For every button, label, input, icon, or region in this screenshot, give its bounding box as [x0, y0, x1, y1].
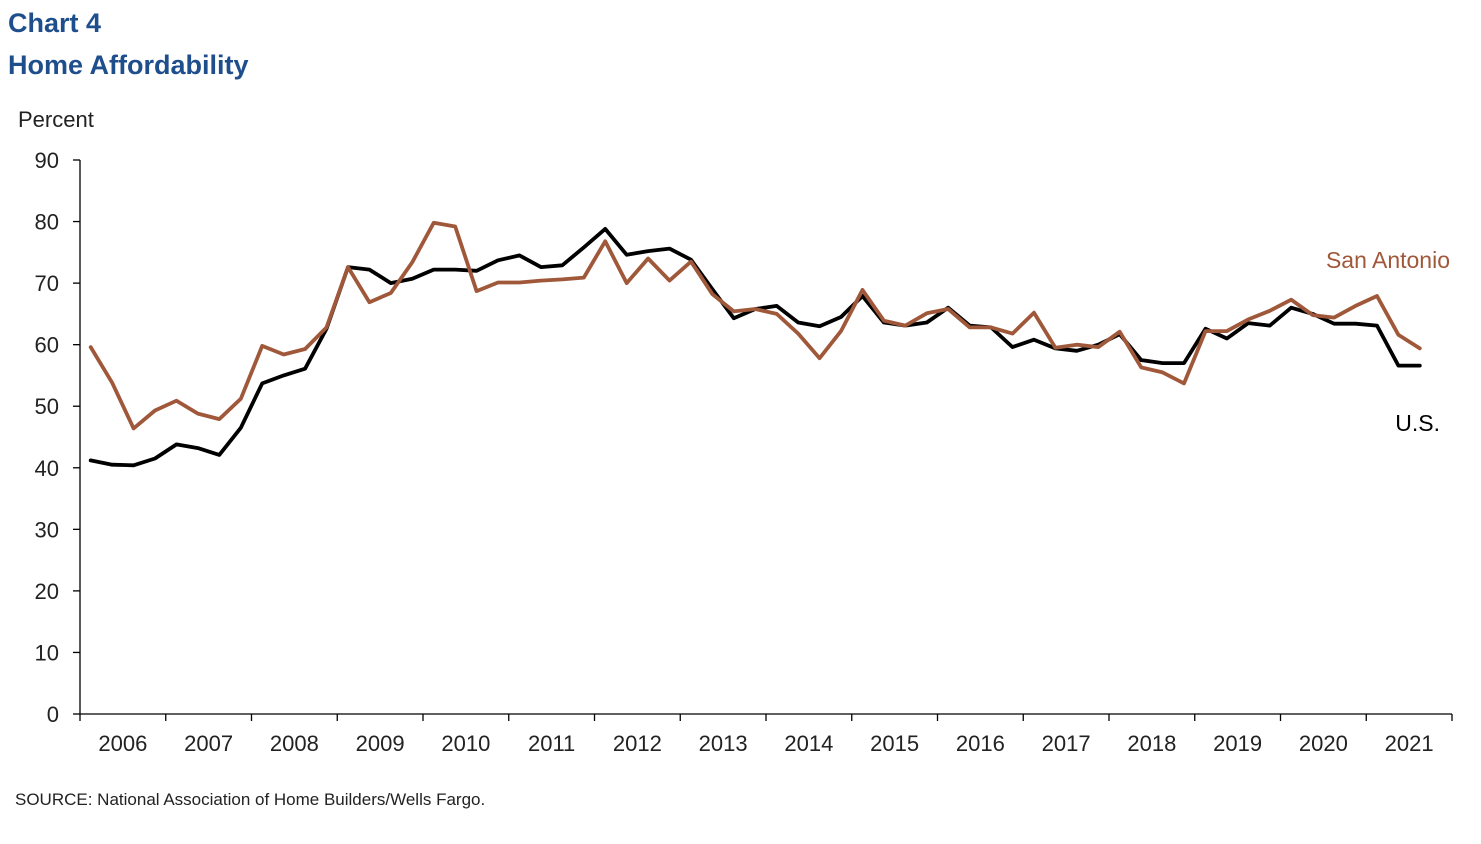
- x-tick-label: 2011: [528, 731, 575, 756]
- chart-title: Home Affordability: [8, 50, 249, 80]
- x-tick-label: 2015: [870, 731, 919, 756]
- y-tick-label: 40: [35, 456, 59, 481]
- x-tick-label: 2012: [613, 731, 662, 756]
- y-tick-label: 70: [35, 271, 59, 296]
- series-labels: San Antonio U.S.: [1326, 247, 1450, 436]
- y-axis-title: Percent: [18, 107, 94, 132]
- y-tick-label: 30: [35, 517, 59, 542]
- y-tick-label: 10: [35, 640, 59, 665]
- source-note: SOURCE: National Association of Home Bui…: [15, 790, 486, 809]
- y-tick-label: 0: [47, 702, 59, 727]
- y-tick-label: 80: [35, 210, 59, 235]
- series-label-san-antonio: San Antonio: [1326, 247, 1450, 273]
- x-tick-label: 2016: [956, 731, 1005, 756]
- x-tick-label: 2009: [356, 731, 405, 756]
- axes: [79, 160, 1452, 715]
- x-tick-label: 2006: [98, 731, 147, 756]
- x-tick-label: 2018: [1127, 731, 1176, 756]
- y-tick-label: 20: [35, 579, 59, 604]
- y-axis-ticks: 0 10 20 30 40 50 60 70 80 90: [35, 148, 80, 727]
- y-tick-label: 60: [35, 333, 59, 358]
- x-tick-label: 2013: [699, 731, 748, 756]
- x-tick-label: 2020: [1299, 731, 1348, 756]
- line-chart: Percent 0 10 20 30 40 50 60 70 80 90 2006 2007 2008…: [18, 107, 1453, 756]
- series-line-u-s: [88, 226, 1422, 468]
- y-tick-label: 50: [35, 394, 59, 419]
- x-tick-label: 2021: [1385, 731, 1434, 756]
- x-tick-label: 2014: [784, 731, 833, 756]
- x-tick-label: 2017: [1042, 731, 1091, 756]
- x-axis-ticks: 2006 2007 2008 2009 2010 2011 2012 2013 2014 2015…: [79, 714, 1453, 756]
- x-tick-label: 2008: [270, 731, 319, 756]
- x-tick-label: 2019: [1213, 731, 1262, 756]
- x-tick-label: 2010: [441, 731, 490, 756]
- series-lines: [88, 220, 1422, 468]
- chart-number: Chart 4: [8, 8, 102, 38]
- series-label-u-s: U.S.: [1395, 410, 1440, 436]
- y-tick-label: 90: [35, 148, 59, 173]
- series-line-san-antonio: [88, 220, 1422, 431]
- x-tick-label: 2007: [184, 731, 233, 756]
